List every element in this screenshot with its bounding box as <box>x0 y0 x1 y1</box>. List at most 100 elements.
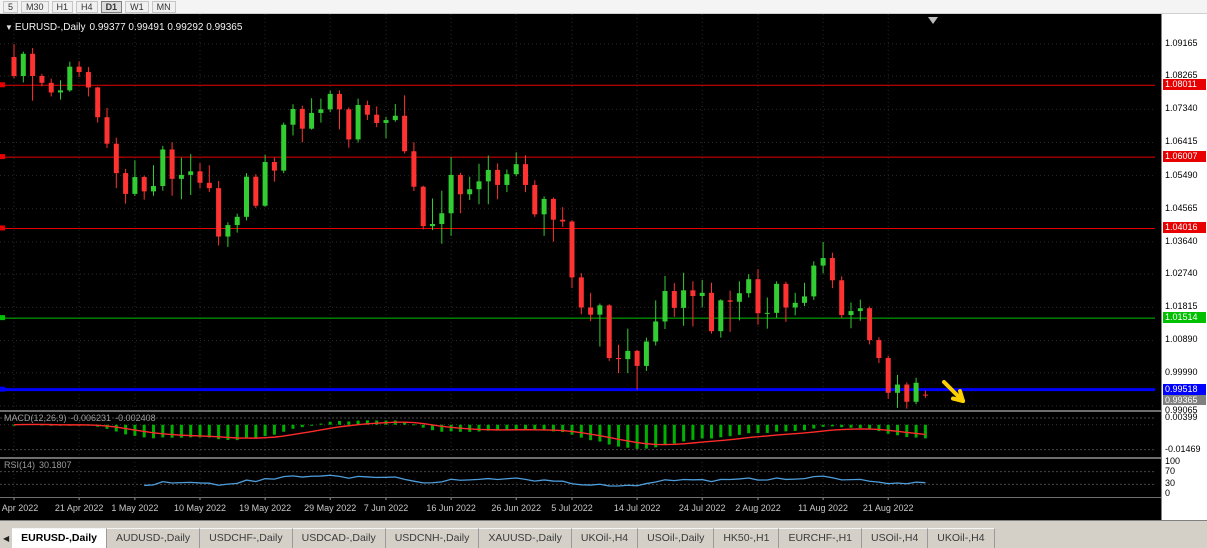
timeframe-button-mn[interactable]: MN <box>151 0 176 13</box>
chart-tab-ukoil-h4[interactable]: UKOil-,H4 <box>571 528 639 548</box>
timeframe-button-h1[interactable]: H1 <box>51 0 74 13</box>
timeframe-button-d1[interactable]: D1 <box>100 0 123 13</box>
chart-tab-hk50-h1[interactable]: HK50-,H1 <box>714 528 780 548</box>
candle-body <box>467 189 473 195</box>
macd-histogram-bar <box>710 424 713 439</box>
annotation-arrow[interactable] <box>942 380 965 403</box>
macd-histogram-bar <box>607 424 611 445</box>
macd-histogram-bar <box>300 424 304 428</box>
macd-histogram-bar <box>235 424 239 441</box>
candle-body <box>727 300 733 302</box>
candle-body <box>736 293 742 302</box>
candle-body <box>550 198 556 220</box>
macd-histogram-bar <box>886 424 890 434</box>
macd-histogram-bar <box>784 424 788 432</box>
macd-histogram-bar <box>868 424 872 430</box>
candle-body <box>913 382 919 402</box>
candle-body <box>20 53 26 76</box>
macd-histogram-bar <box>486 424 490 431</box>
macd-axis-tick: -0.01469 <box>1165 443 1201 454</box>
macd-histogram-bar <box>291 424 295 429</box>
candle-body <box>290 108 296 125</box>
price-axis-tick: 1.09165 <box>1165 37 1198 48</box>
chart-tab-usoil-daily[interactable]: USOil-,Daily <box>638 528 715 548</box>
rsi-indicator-label: RSI(14) 30.1807 <box>4 460 76 470</box>
macd-histogram-bar <box>282 424 286 432</box>
candle-body <box>671 291 677 308</box>
macd-histogram-bar <box>421 424 425 428</box>
macd-histogram-bar <box>170 424 174 438</box>
candle-body <box>188 171 194 175</box>
macd-histogram-bar <box>310 424 314 426</box>
chart-tab-usdcnh-daily[interactable]: USDCNH-,Daily <box>385 528 480 548</box>
timeframe-button-w1[interactable]: W1 <box>125 0 149 13</box>
macd-histogram-bar <box>570 424 574 435</box>
date-label: 5 Jul 2022 <box>551 503 593 513</box>
price-chart-canvas[interactable]: 12 Apr 2022 21 Apr 2022 1 May 2022 10 May 2… <box>0 14 1161 520</box>
price-axis-tick: 0.99990 <box>1165 366 1198 377</box>
price-axis-tick: 1.03640 <box>1165 235 1198 246</box>
annotation-arrow-head[interactable] <box>958 389 965 403</box>
chart-tab-eurchf-h1[interactable]: EURCHF-,H1 <box>779 528 863 548</box>
candle-body <box>299 108 305 129</box>
pane-separator <box>0 497 1161 498</box>
rsi-axis-tick: 30 <box>1165 478 1176 489</box>
candle-body <box>206 182 212 189</box>
candle-body <box>755 279 761 314</box>
candle-body <box>774 283 780 313</box>
candle-body <box>430 224 435 227</box>
date-label: 19 May 2022 <box>239 503 291 513</box>
macd-histogram-bar <box>719 424 723 438</box>
date-label: 26 Jun 2022 <box>491 503 541 513</box>
candle-body <box>39 75 45 83</box>
timeframe-button-h4[interactable]: H4 <box>76 0 98 13</box>
chart-tab-xauusd-daily[interactable]: XAUUSD-,Daily <box>479 528 572 548</box>
candle-body <box>792 302 798 308</box>
macd-histogram-bar <box>431 424 434 431</box>
pane-separator[interactable] <box>0 410 1161 412</box>
candle-body <box>402 115 408 152</box>
macd-histogram-bar <box>533 424 537 431</box>
timeframe-button-m30[interactable]: M30 <box>21 0 49 13</box>
chart-tab-audusd-daily[interactable]: AUDUSD-,Daily <box>107 528 201 548</box>
pane-separator[interactable] <box>0 457 1161 459</box>
candle-body <box>262 162 268 206</box>
candle-body <box>392 115 398 121</box>
candle-body <box>178 174 184 179</box>
candle-body <box>225 225 231 237</box>
candle-body <box>67 66 73 91</box>
rsi-axis-tick: 70 <box>1165 465 1176 476</box>
candle-body <box>234 216 240 226</box>
chart-area[interactable]: 12 Apr 2022 21 Apr 2022 1 May 2022 10 May 2… <box>0 14 1207 520</box>
macd-histogram-bar <box>347 421 351 425</box>
candle-body <box>876 340 882 359</box>
price-level-badge: 1.01514 <box>1163 312 1206 324</box>
chart-tab-usoil-h4[interactable]: USOil-,H4 <box>862 528 929 548</box>
macd-histogram-bar <box>179 424 183 438</box>
macd-histogram-bar <box>849 424 853 428</box>
candle-body <box>355 105 361 140</box>
chart-tab-usdchf-daily[interactable]: USDCHF-,Daily <box>200 528 293 548</box>
chart-tab-eurusd-daily[interactable]: EURUSD-,Daily <box>12 528 108 548</box>
date-label: 7 Jun 2022 <box>364 503 409 513</box>
candle-body <box>113 143 119 174</box>
candle-body <box>532 184 538 215</box>
macd-histogram-bar <box>356 420 360 425</box>
date-label: 14 Jul 2022 <box>614 503 661 513</box>
chart-tab-usdcad-daily[interactable]: USDCAD-,Daily <box>292 528 386 548</box>
price-axis-tick: 1.02740 <box>1165 268 1198 279</box>
timeframe-button-5[interactable]: 5 <box>3 0 19 13</box>
candle-body <box>11 57 17 76</box>
candle-body <box>151 186 156 192</box>
chart-tab-ukoil-h4[interactable]: UKOil-,H4 <box>928 528 995 548</box>
candle-body <box>104 117 110 144</box>
candle-body <box>281 124 287 171</box>
tab-scroll-left-icon[interactable]: ◀ <box>3 534 10 543</box>
candle-body <box>364 105 370 115</box>
symbol-dropdown-icon[interactable]: ▼ <box>5 23 13 32</box>
candle-body <box>337 93 342 110</box>
macd-histogram-bar <box>189 424 193 438</box>
candle-body <box>885 358 891 393</box>
candle-body <box>485 169 491 182</box>
price-axis[interactable]: 1.09165 1.08265 1.07340 1.06415 1.05490 1.045… <box>1161 14 1207 520</box>
